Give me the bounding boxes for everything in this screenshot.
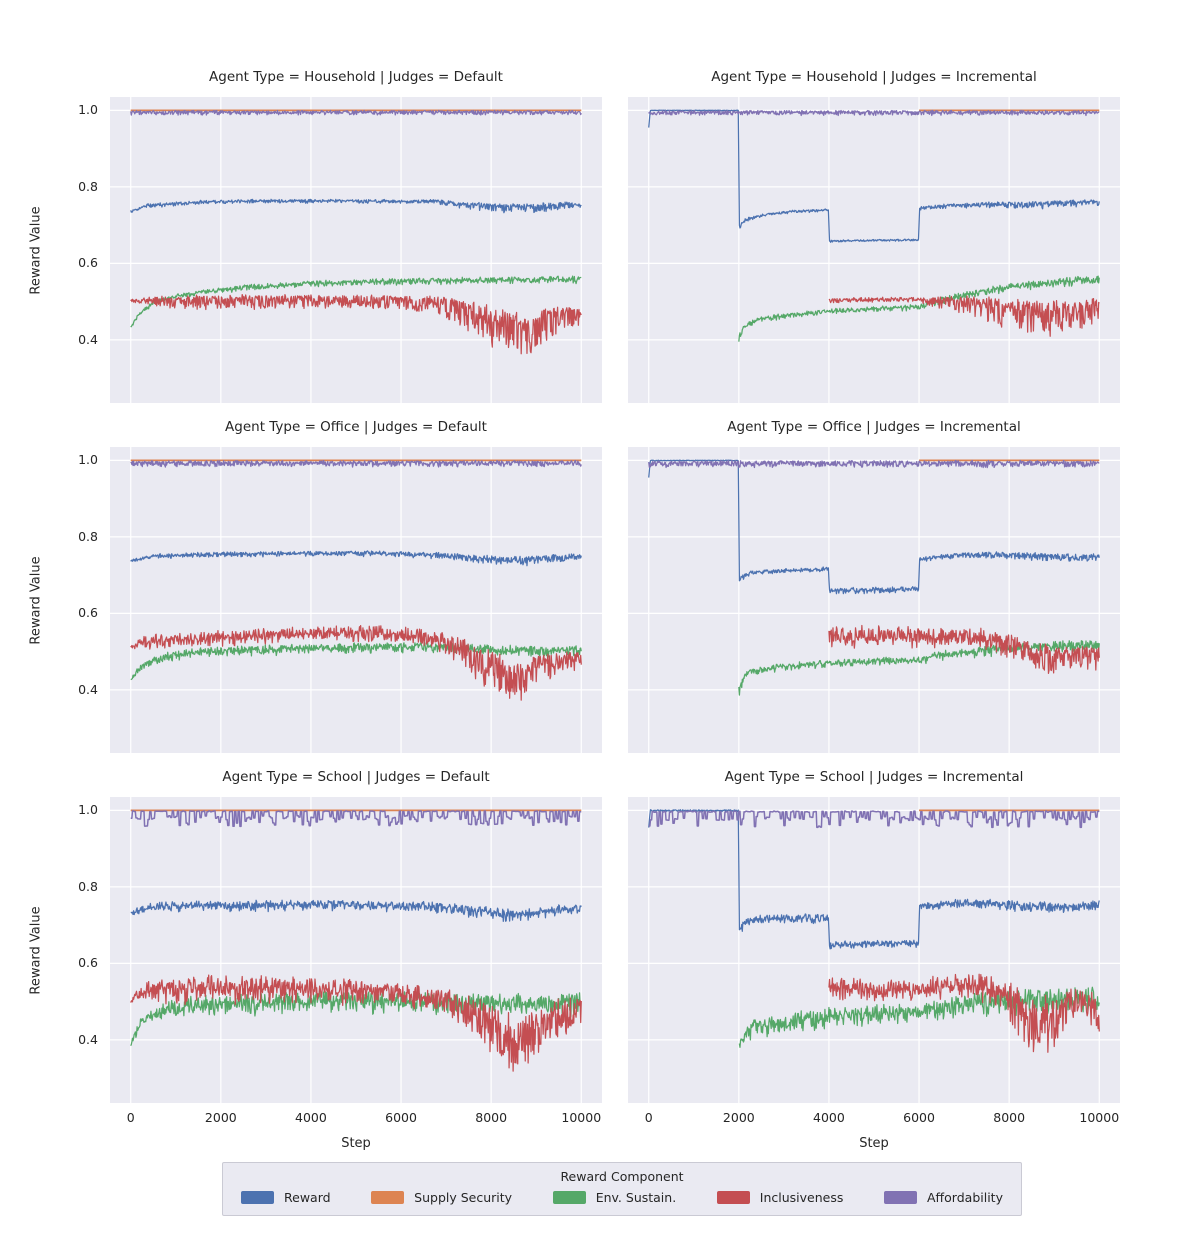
subplot-school-incremental: Agent Type = School | Judges = Increment…: [628, 769, 1120, 1103]
y-axis-label: Reward Value: [28, 206, 44, 295]
x-tick-label: 2000: [204, 1110, 237, 1125]
subplot-canvas-office-incremental: [628, 447, 1120, 753]
legend-title: Reward Component: [560, 1169, 684, 1184]
subplot-title: Agent Type = Office | Judges = Default: [225, 419, 487, 435]
x-tick-label: 10000: [561, 1110, 602, 1125]
subplot-school-default: Agent Type = School | Judges = Default: [110, 769, 602, 1103]
subplot-household-default: Agent Type = Household | Judges = Defaul…: [110, 69, 602, 403]
y-tick-label: 0.8: [78, 178, 98, 194]
x-tick-label: 4000: [295, 1110, 327, 1125]
y-tick-label: 0.4: [78, 331, 98, 347]
x-axis-label: Step: [859, 1136, 889, 1151]
x-tick-label: 0: [644, 1110, 653, 1125]
subplot-canvas-school-incremental: [628, 797, 1120, 1103]
y-tick-label: 0.6: [78, 955, 98, 971]
subplot-title: Agent Type = Household | Judges = Defaul…: [209, 69, 503, 85]
legend-entry-env-sustain: Env. Sustain.: [552, 1190, 676, 1205]
legend-entry-supply-security: Supply Security: [371, 1190, 512, 1205]
y-axis-label: Reward Value: [28, 906, 44, 995]
legend-swatch-env-sustain: [552, 1191, 586, 1204]
y-tick-label: 0.4: [78, 681, 98, 697]
y-tick-label: 0.8: [78, 878, 98, 894]
y-axis-label: Reward Value: [28, 556, 44, 645]
subplot-household-incremental: Agent Type = Household | Judges = Increm…: [628, 69, 1120, 403]
y-tick-label: 1.0: [78, 802, 98, 818]
subplot-title: Agent Type = School | Judges = Default: [222, 769, 490, 785]
subplot-office-incremental: Agent Type = Office | Judges = Increment…: [628, 419, 1120, 753]
legend-swatch-supply-security: [371, 1191, 405, 1204]
y-tick-label: 0.6: [78, 605, 98, 621]
legend: Reward Component Reward Supply Security …: [222, 1162, 1022, 1216]
legend-entry-reward: Reward: [241, 1190, 331, 1205]
x-tick-label: 8000: [475, 1110, 508, 1125]
x-tick-label: 4000: [813, 1110, 845, 1125]
x-tick-label: 8000: [993, 1110, 1026, 1125]
subplot-canvas-household-incremental: [628, 97, 1120, 403]
y-tick-label: 1.0: [78, 102, 98, 118]
subplot-canvas-school-default: [110, 797, 602, 1103]
subplot-office-default: Agent Type = Office | Judges = Default: [110, 419, 602, 753]
x-axis-label: Step: [341, 1136, 371, 1151]
subplot-canvas-household-default: [110, 97, 602, 403]
x-tick-label: 0: [126, 1110, 135, 1125]
legend-entry-inclusiveness: Inclusiveness: [716, 1190, 843, 1205]
x-tick-label: 6000: [385, 1110, 417, 1125]
subplot-title: Agent Type = School | Judges = Increment…: [724, 769, 1024, 785]
legend-swatch-reward: [241, 1191, 274, 1204]
subplot-title: Agent Type = Office | Judges = Increment…: [727, 419, 1021, 435]
x-tick-label: 2000: [722, 1110, 755, 1125]
y-tick-label: 0.6: [78, 255, 98, 271]
x-tick-label: 10000: [1079, 1110, 1120, 1125]
subplot-canvas-office-default: [110, 447, 602, 753]
subplot-title: Agent Type = Household | Judges = Increm…: [711, 69, 1037, 85]
legend-entries: Reward Supply Security Env. Sustain. Inc…: [223, 1184, 1021, 1205]
legend-entry-affordability: Affordability: [884, 1190, 1003, 1205]
legend-swatch-inclusiveness: [716, 1191, 750, 1204]
y-tick-label: 1.0: [78, 452, 98, 468]
y-tick-label: 0.8: [78, 528, 98, 544]
legend-swatch-affordability: [884, 1191, 917, 1204]
x-tick-label: 6000: [903, 1110, 935, 1125]
y-tick-label: 0.4: [78, 1031, 98, 1047]
